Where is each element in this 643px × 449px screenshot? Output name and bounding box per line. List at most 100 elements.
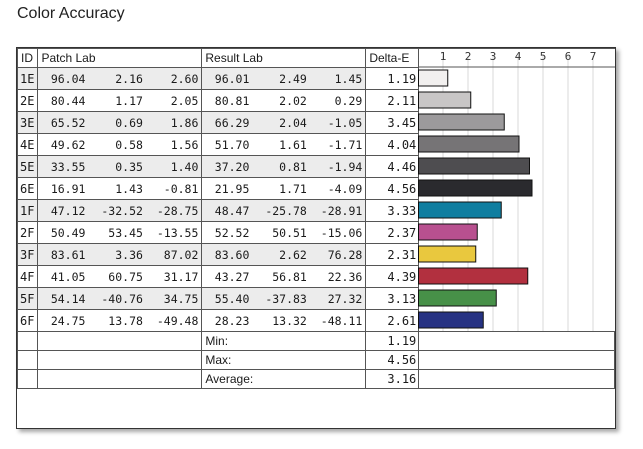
header-patch-lab: Patch Lab: [37, 48, 203, 68]
result-lab-l: 80.81: [214, 93, 250, 108]
patch-lab-b: 87.02: [163, 247, 199, 262]
row-id: 3E: [16, 111, 39, 134]
patch-lab-b: 1.56: [170, 137, 199, 152]
result-lab-l: 66.29: [214, 115, 250, 130]
patch-lab-cell: 49.62 0.58 1.56: [37, 133, 203, 156]
patch-lab-b: -49.48: [156, 313, 199, 328]
result-lab-b: 76.28: [327, 247, 363, 262]
result-lab-a: 1.61: [279, 137, 307, 152]
bar-1F: [418, 201, 502, 219]
delta-e-value: 2.37: [365, 221, 420, 244]
bar-3F: [418, 245, 477, 263]
patch-lab-b: 2.60: [170, 71, 199, 86]
row-id: 4E: [16, 133, 39, 156]
patch-lab-l: 33.55: [50, 159, 86, 174]
row-id: 4F: [16, 265, 39, 288]
summary-row: Average: 3.16: [16, 369, 615, 389]
patch-lab-cell: 41.05 60.75 31.17: [37, 265, 203, 288]
delta-e-bar-chart: 1 2 3 4 5 6 7: [418, 48, 615, 367]
result-lab-cell: 96.01 2.49 1.45: [201, 67, 367, 90]
x-tick-label: 7: [590, 50, 597, 63]
delta-e-value: 2.11: [365, 89, 420, 112]
x-tick-label: 2: [465, 50, 472, 63]
result-lab-l: 51.70: [214, 137, 250, 152]
delta-e-value: 4.56: [365, 177, 420, 200]
result-lab-cell: 37.20 0.81 -1.94: [201, 155, 367, 178]
patch-lab-b: 2.05: [170, 93, 199, 108]
summary-label: Min:: [201, 331, 367, 351]
result-lab-b: -4.09: [327, 181, 363, 196]
result-lab-l: 21.95: [214, 181, 250, 196]
table-row: 4E 49.62 0.58 1.56 51.70 1.61 -1.71 4.04: [16, 133, 615, 156]
x-tick-label: 5: [540, 50, 547, 63]
result-lab-cell: 83.60 2.62 76.28: [201, 243, 367, 266]
result-lab-cell: 66.29 2.04 -1.05: [201, 111, 367, 134]
bar-2E: [418, 91, 472, 109]
bar-1E: [418, 69, 449, 87]
patch-lab-cell: 54.14 -40.76 34.75: [37, 287, 203, 310]
result-lab-a: -25.78: [265, 203, 307, 218]
patch-lab-b: 34.75: [163, 291, 199, 306]
row-id: 3F: [16, 243, 39, 266]
x-tick-label: 6: [565, 50, 572, 63]
result-lab-b: -1.05: [327, 115, 363, 130]
x-tick-label: 1: [440, 50, 447, 63]
header-result-lab: Result Lab: [201, 48, 367, 68]
result-lab-cell: 52.52 50.51 -15.06: [201, 221, 367, 244]
color-accuracy-table-frame: ID Patch Lab Result Lab Delta-E 1E 96.04 2…: [16, 47, 616, 429]
result-lab-cell: 21.95 1.71 -4.09: [201, 177, 367, 200]
result-lab-b: 22.36: [327, 269, 363, 284]
header-delta-e: Delta-E: [365, 48, 420, 68]
result-lab-l: 83.60: [214, 247, 250, 262]
result-lab-a: 0.81: [279, 159, 307, 174]
patch-lab-b: -0.81: [163, 181, 199, 196]
result-lab-a: 2.62: [279, 247, 307, 262]
patch-lab-b: -28.75: [156, 203, 199, 218]
row-id: 1F: [16, 199, 39, 222]
result-lab-cell: 51.70 1.61 -1.71: [201, 133, 367, 156]
result-lab-cell: 48.47 -25.78 -28.91: [201, 199, 367, 222]
row-id: 5F: [16, 287, 39, 310]
row-id: 1E: [16, 67, 39, 90]
header-id: ID: [16, 48, 39, 68]
delta-e-value: 1.19: [365, 67, 420, 90]
result-lab-l: 55.40: [214, 291, 250, 306]
patch-lab-a: 1.43: [115, 181, 143, 196]
patch-lab-a: 53.45: [108, 225, 143, 240]
delta-e-chart-svg: 1 2 3 4 5 6 7: [418, 50, 615, 331]
result-lab-b: -48.11: [320, 313, 363, 328]
result-lab-cell: 80.81 2.02 0.29: [201, 89, 367, 112]
summary-empty: [37, 350, 203, 370]
table-row: 1F 47.12 -32.52 -28.75 48.47 -25.78 -28.91 3.33: [16, 199, 615, 222]
summary-empty: [37, 369, 203, 389]
patch-lab-l: 16.91: [50, 181, 86, 196]
summary-row: Min: 1.19: [16, 331, 615, 351]
patch-lab-a: 3.36: [115, 247, 143, 262]
table-row: 2E 80.44 1.17 2.05 80.81 2.02 0.29 2.11: [16, 89, 615, 112]
page-title: Color Accuracy: [17, 5, 125, 22]
patch-lab-l: 47.12: [50, 203, 86, 218]
result-lab-a: 56.81: [272, 269, 307, 284]
row-id: 2E: [16, 89, 39, 112]
delta-e-value: 4.04: [365, 133, 420, 156]
result-lab-b: 1.45: [334, 71, 363, 86]
row-id: 6E: [16, 177, 39, 200]
table-row: 5E 33.55 0.35 1.40 37.20 0.81 -1.94 4.46: [16, 155, 615, 178]
summary-empty: [16, 331, 39, 351]
patch-lab-l: 96.04: [50, 71, 86, 86]
patch-lab-b: -13.55: [156, 225, 199, 240]
result-lab-l: 37.20: [214, 159, 250, 174]
summary-empty: [16, 369, 39, 389]
patch-lab-cell: 96.04 2.16 2.60: [37, 67, 203, 90]
patch-lab-l: 24.75: [50, 313, 86, 328]
result-lab-a: 2.04: [279, 115, 307, 130]
bar-6F: [418, 311, 484, 329]
table-row: 1E 96.04 2.16 2.60 96.01 2.49 1.45 1.19: [16, 67, 615, 90]
patch-lab-cell: 24.75 13.78 -49.48: [37, 309, 203, 332]
bar-2F: [418, 223, 478, 241]
result-lab-b: 0.29: [334, 93, 363, 108]
patch-lab-a: 0.69: [115, 115, 143, 130]
result-lab-l: 52.52: [214, 225, 250, 240]
patch-lab-a: 13.78: [108, 313, 143, 328]
patch-lab-a: 1.17: [115, 93, 143, 108]
